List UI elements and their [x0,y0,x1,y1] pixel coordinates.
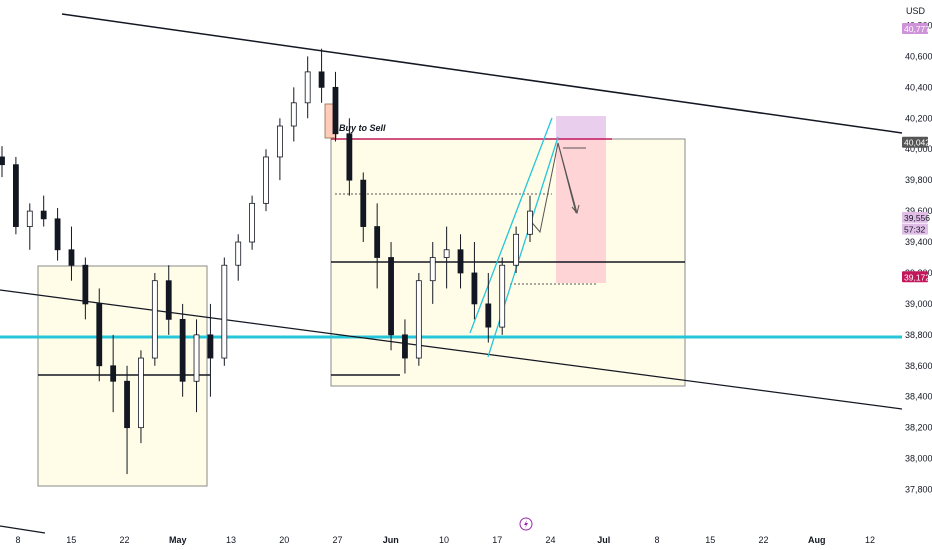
y-tick-label: 38,600 [905,361,932,371]
svg-text:39,556: 39,556 [904,213,930,223]
candle [110,334,117,413]
candle [346,118,353,196]
candle [12,156,19,235]
candle [54,208,61,261]
y-tick-label: 38,400 [905,392,932,402]
y-tick-label: 38,800 [905,330,932,340]
candle [290,87,297,142]
x-tick-label: 22 [119,535,129,545]
x-tick-label: May [169,535,187,545]
candle [207,303,214,397]
y-tick-label: 39,000 [905,299,932,309]
x-tick-label: Jun [383,535,399,545]
y-tick-label: 39,800 [905,175,932,185]
candle [221,257,228,366]
projection-arrowhead [571,204,580,215]
candle [527,195,533,243]
candle [40,195,47,227]
y-tick-label: 40,400 [905,82,932,92]
svg-text:57:32: 57:32 [904,225,926,235]
price-tags: 40,777 40,042 39,556 57:32 39,172 [902,23,930,283]
range-box-left[interactable] [37,265,208,487]
x-tick-label: Aug [808,535,826,545]
candle [68,226,75,281]
x-tick-label: 12 [865,535,875,545]
svg-text:40,042: 40,042 [904,138,930,148]
trendline-upper[interactable] [61,13,903,134]
y-tick-label: 39,600 [905,206,932,216]
candle [429,242,436,304]
candle [82,257,89,320]
candle [402,319,408,374]
candle [0,146,5,178]
x-tick-label: 10 [439,535,449,545]
candle [485,272,492,343]
projection-arrow-line[interactable] [557,142,578,214]
candle [360,172,367,243]
x-tick-label: 20 [279,535,289,545]
y-tick-label: 38,000 [905,454,932,464]
y-tick-label: 40,200 [905,113,932,123]
svg-text:39,172: 39,172 [904,272,930,282]
svg-text:40,777: 40,777 [904,24,930,34]
candle [388,242,394,351]
candle [235,234,242,281]
target-zone[interactable] [556,116,606,140]
candle [374,203,381,289]
candle [304,56,311,119]
candle [332,71,339,142]
candle [276,118,283,181]
y-tick-label: 37,800 [905,485,932,495]
candle [263,149,269,212]
channel-line-2[interactable] [469,117,553,334]
currency-label: USD [906,6,926,16]
x-tick-label: Jul [597,535,610,545]
candle [124,365,130,475]
candle [179,303,186,397]
candle [318,48,325,103]
x-tick-label: 13 [226,535,236,545]
x-tick-label: 8 [15,535,20,545]
candle [499,257,506,335]
candle-series [0,48,533,475]
candle [193,319,200,413]
annotation-buy-to-sell[interactable]: Buy to Sell [339,123,386,133]
candle [513,226,520,273]
x-tick-label: 22 [758,535,768,545]
y-tick-label: 40,600 [905,51,932,61]
x-tick-label: 17 [492,535,502,545]
price-tag: 57:32 [902,223,928,235]
candle [26,203,33,250]
drawing-overlays [0,13,903,534]
price-tag: 39,172 [902,271,930,283]
price-tag: 40,042 [902,136,930,148]
lightning-icon[interactable] [519,517,533,531]
candle [443,226,450,289]
x-tick-label: 8 [654,535,659,545]
x-tick-label: 24 [545,535,555,545]
candle [138,350,144,444]
x-tick-label: 27 [332,535,342,545]
price-tag: 39,556 [902,211,930,223]
x-tick-label: 15 [66,535,76,545]
x-axis[interactable]: 8 15 22 May 13 20 27 Jun 10 17 24 Jul 8 15 22 Aug 12 [15,535,875,545]
candle [151,272,158,366]
candle [165,265,172,335]
candle [415,272,422,366]
candle [457,234,464,289]
x-tick-label: 15 [705,535,715,545]
price-tag: 40,777 [902,23,930,35]
y-tick-label: 39,400 [905,237,932,247]
y-tick-label: 40,000 [905,144,932,154]
candle [471,242,478,320]
trendline-bottom-left[interactable] [0,525,46,534]
candle [96,288,103,382]
stop-zone[interactable] [556,140,606,283]
candle [249,195,256,250]
trendline-lower[interactable] [0,289,903,410]
y-tick-label: 38,200 [905,423,932,433]
